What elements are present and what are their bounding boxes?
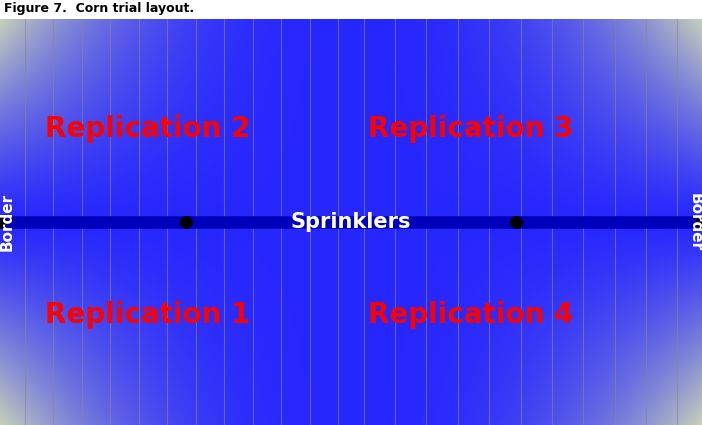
Text: Replication 1: Replication 1 — [45, 301, 250, 329]
Text: Border: Border — [0, 193, 15, 251]
Text: Sprinklers: Sprinklers — [291, 212, 411, 232]
Text: Figure 7.  Corn trial layout.: Figure 7. Corn trial layout. — [4, 2, 194, 15]
Text: Replication 4: Replication 4 — [368, 301, 573, 329]
Text: Border: Border — [687, 193, 702, 251]
Text: Replication 2: Replication 2 — [45, 115, 250, 143]
Point — [180, 218, 192, 225]
Point — [696, 218, 702, 225]
Point — [510, 218, 522, 225]
Text: Replication 3: Replication 3 — [368, 115, 573, 143]
Point — [0, 218, 6, 225]
